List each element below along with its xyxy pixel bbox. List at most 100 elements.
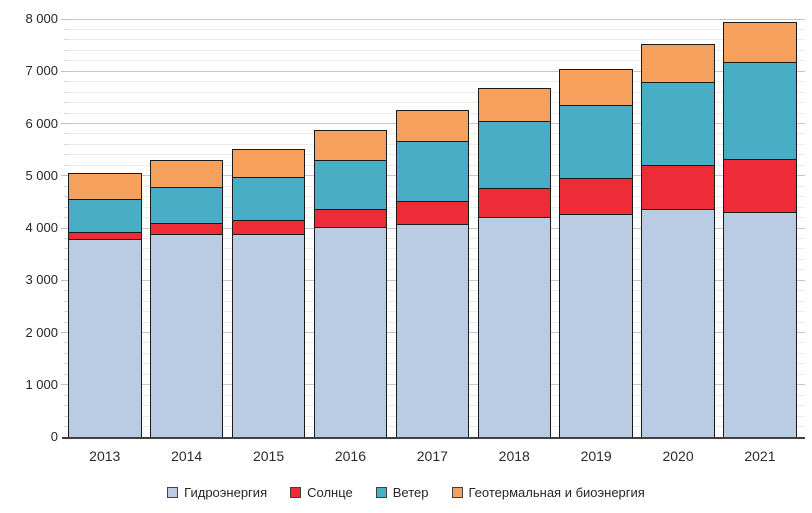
x-axis-label-2014: 2014 [171,448,203,464]
minor-gridline-7200 [68,60,805,62]
y-axis-tick-5200 [64,164,68,166]
y-axis-tick-7400 [64,49,68,51]
legend-swatch-hydro-icon [167,486,179,498]
y-axis-tick-1000 [61,384,68,386]
y-axis-tick-6600 [64,91,68,93]
minor-gridline-7600 [68,39,805,41]
y-axis-tick-2400 [64,311,68,313]
y-axis-tick-200 [64,426,68,428]
minor-gridline-6400 [68,102,805,104]
legend-item-solar: Солнце [290,485,353,500]
bar-2013-wind [68,198,142,233]
y-axis-tick-6000 [61,123,68,124]
bar-2020-solar [641,165,715,211]
bar-2019-solar [559,178,633,216]
y-axis-label-1000: 1 000 [25,376,58,392]
bar-2014-geo_bio [149,160,224,189]
bar-2013-solar [68,231,142,240]
minor-gridline-6800 [68,81,805,83]
y-axis-tick-400 [64,415,68,417]
x-axis-label-2017: 2017 [416,448,448,464]
bar-2021-hydro [723,212,797,438]
bar-2014-hydro [149,233,224,438]
bar-2016-solar [313,209,388,229]
bar-2020-hydro [641,209,715,438]
y-axis-tick-7000 [61,70,68,72]
y-axis-tick-5400 [64,154,68,156]
x-axis-line [62,436,805,439]
y-axis-tick-3400 [64,258,68,260]
y-axis-tick-5600 [64,143,68,145]
legend-label-hydro: Гидроэнергия [184,484,268,500]
y-axis-tick-600 [64,405,68,407]
major-gridline-8000 [68,18,805,20]
x-axis-label-2015: 2015 [252,448,285,464]
minor-gridline-7400 [68,49,805,51]
y-axis-label-4000: 4 000 [25,220,58,235]
legend-label-geo_bio: Геотермальная и биоэнергия [468,484,645,500]
y-axis-tick-3600 [64,248,68,250]
bar-2019-geo_bio [559,69,633,107]
y-axis-tick-4800 [64,185,68,187]
y-axis-tick-3800 [64,237,68,239]
x-axis-label-2016: 2016 [334,448,367,464]
legend-label-wind: Ветер [392,484,429,500]
y-axis-label-3000: 3 000 [25,272,58,288]
bar-2014-solar [149,223,224,235]
legend: Гидроэнергия Солнце Ветер Геотермальная и б… [0,481,812,503]
bar-2021-wind [723,61,797,161]
major-gridline-7000 [68,70,805,72]
y-axis-tick-4000 [61,227,68,229]
y-axis-tick-1400 [64,363,68,365]
y-axis-tick-3000 [61,279,68,281]
y-axis-tick-1600 [64,352,68,354]
bar-2018-geo_bio [477,87,551,123]
bar-2018-hydro [477,217,551,438]
y-axis-tick-6800 [64,81,68,83]
bar-2015-geo_bio [231,148,306,179]
bar-2017-solar [395,201,470,225]
y-axis-tick-6200 [64,112,68,114]
bar-2014-wind [149,187,224,225]
y-axis-tick-1800 [64,342,68,344]
bar-2018-solar [477,187,551,219]
legend-swatch-wind-icon [375,486,387,498]
y-axis-tick-2600 [64,300,68,302]
y-axis-tick-1200 [64,373,68,375]
y-axis-tick-800 [64,394,68,396]
x-axis-label-2019: 2019 [580,448,612,464]
bar-2019-wind [559,105,633,180]
bar-2016-hydro [313,227,388,438]
y-axis-tick-2200 [64,321,68,323]
legend-swatch-solar-icon [290,486,302,498]
y-axis-tick-4600 [64,196,68,198]
y-axis-label-7000: 7 000 [25,63,58,79]
bar-2021-geo_bio [723,21,797,63]
bar-2015-wind [231,177,306,222]
bar-2016-geo_bio [313,130,388,162]
bar-2013-hydro [68,238,142,438]
y-axis-tick-2000 [61,332,68,333]
bar-2018-wind [477,121,551,189]
y-axis-tick-4400 [64,206,68,208]
y-axis-tick-7200 [64,60,68,62]
bar-2015-hydro [231,234,306,438]
y-axis-tick-4200 [64,217,68,219]
bar-2013-geo_bio [68,173,142,200]
y-axis-tick-5000 [61,175,68,177]
legend-item-wind: Ветер [375,484,429,500]
y-axis-tick-7800 [64,28,68,30]
y-axis-tick-6400 [64,102,68,104]
bar-2020-wind [641,81,715,167]
y-axis-label-8000: 8 000 [25,11,58,26]
y-axis-label-2000: 2 000 [25,324,58,340]
bar-2017-hydro [395,223,470,438]
y-axis-tick-7600 [64,39,68,41]
bar-2017-geo_bio [395,110,470,143]
bar-2020-geo_bio [641,44,715,83]
legend-item-hydro: Гидроэнергия [167,485,267,500]
bar-2015-solar [231,220,306,236]
x-axis-label-2013: 2013 [89,448,121,464]
bar-2019-hydro [559,214,633,438]
